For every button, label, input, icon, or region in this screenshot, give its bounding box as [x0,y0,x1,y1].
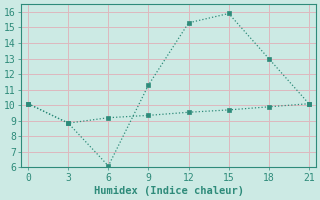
X-axis label: Humidex (Indice chaleur): Humidex (Indice chaleur) [93,186,244,196]
